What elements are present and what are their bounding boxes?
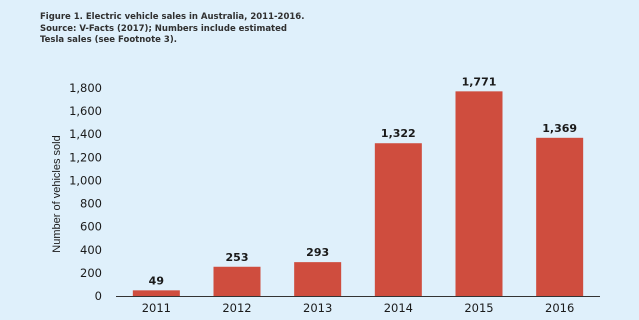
bar-2012 xyxy=(213,266,261,296)
y-tick-label: 1,600 xyxy=(69,104,102,118)
y-tick-label: 0 xyxy=(95,289,102,303)
y-tick-label: 1,800 xyxy=(69,81,102,95)
data-label-2015: 1,771 xyxy=(462,75,497,88)
y-tick-label: 200 xyxy=(80,266,102,280)
figure-caption: Figure 1. Electric vehicle sales in Aust… xyxy=(40,12,560,47)
data-labels: 49 253 293 1,322 1,771 1,369 xyxy=(149,75,577,287)
data-label-2016: 1,369 xyxy=(542,122,577,135)
x-tick-label-2016: 2016 xyxy=(545,301,574,315)
y-tick-label: 600 xyxy=(80,220,102,234)
caption-line-1: Figure 1. Electric vehicle sales in Aust… xyxy=(40,12,305,22)
y-tick-label: 1,000 xyxy=(69,173,102,187)
bar-2011 xyxy=(132,290,180,296)
data-label-2013: 293 xyxy=(306,246,329,259)
x-tick-label-2014: 2014 xyxy=(384,301,413,315)
y-tick-label: 1,400 xyxy=(69,127,102,141)
bars xyxy=(132,91,584,297)
data-label-2012: 253 xyxy=(226,251,249,264)
data-label-2014: 1,322 xyxy=(381,127,416,140)
y-tick-label: 1,200 xyxy=(69,150,102,164)
bar-2013 xyxy=(294,262,342,296)
y-axis-label: Number of vehicles sold xyxy=(51,135,63,252)
y-tick-label: 400 xyxy=(80,243,102,257)
x-tick-label-2015: 2015 xyxy=(464,301,493,315)
x-axis-ticks: 2011 2012 2013 2014 2015 2016 xyxy=(142,301,575,315)
x-tick-label-2011: 2011 xyxy=(142,301,171,315)
bar-2016 xyxy=(536,137,584,296)
caption-line-3: Tesla sales (see Footnote 3). xyxy=(40,35,177,45)
y-axis-ticks: 0 200 400 600 800 1,000 1,200 1,400 1,600 1,800 xyxy=(69,81,102,303)
data-label-2011: 49 xyxy=(149,274,164,287)
x-tick-label-2013: 2013 xyxy=(303,301,332,315)
y-tick-label: 800 xyxy=(80,197,102,211)
x-tick-label-2012: 2012 xyxy=(222,301,251,315)
caption-line-2: Source: V-Facts (2017); Numbers include … xyxy=(40,23,287,34)
bar-2015 xyxy=(455,91,503,297)
bar-2014 xyxy=(374,143,422,296)
